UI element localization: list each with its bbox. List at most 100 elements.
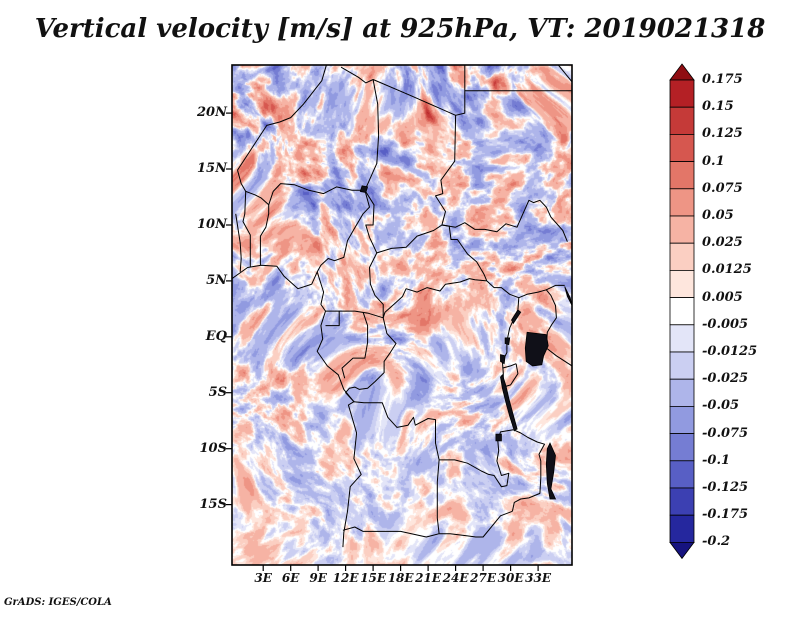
country-border — [441, 224, 488, 282]
x-axis-label: 21E — [415, 571, 442, 585]
x-axis-label: 33E — [525, 571, 551, 585]
colorbar-arrow-top — [669, 63, 695, 81]
country-border — [325, 310, 384, 319]
colorbar-segment — [669, 351, 695, 380]
colorbar — [669, 63, 695, 560]
country-border — [364, 190, 384, 318]
colorbar-label: 0.025 — [702, 235, 743, 251]
lake — [359, 185, 369, 193]
country-border — [436, 459, 440, 534]
map-area — [226, 64, 573, 571]
y-axis-label: 5S — [208, 384, 227, 400]
y-axis-label: 5N — [206, 272, 227, 288]
country-border — [364, 79, 380, 191]
colorbar-label: -0.2 — [702, 534, 731, 550]
colorbar-segment — [669, 188, 695, 217]
colorbar-label: 0.0125 — [702, 262, 752, 278]
x-axis-label: 3E — [254, 571, 272, 585]
colorbar-segment — [669, 215, 695, 244]
y-axis-label: 15N — [197, 161, 227, 177]
lake — [500, 354, 506, 365]
colorbar-segment — [669, 324, 695, 353]
country-border — [345, 317, 397, 403]
colorbar-segment — [669, 269, 695, 298]
country-border — [316, 190, 370, 273]
y-axis-label: 20N — [197, 105, 227, 121]
y-axis-label: EQ — [205, 328, 227, 344]
x-axis-label: 15E — [360, 571, 387, 585]
colorbar-segment — [669, 487, 695, 516]
x-axis-label: 6E — [281, 571, 300, 585]
country-border — [382, 278, 487, 318]
country-border — [439, 510, 513, 538]
country-border — [546, 284, 565, 291]
country-border — [235, 213, 242, 272]
country-border — [502, 363, 517, 369]
colorbar-label: -0.05 — [702, 398, 740, 414]
y-axis-label: 10N — [197, 216, 227, 232]
country-border — [376, 224, 443, 254]
country-border — [341, 312, 369, 379]
x-axis-label: 18E — [387, 571, 414, 585]
lake — [511, 309, 522, 325]
country-border — [518, 289, 572, 367]
lake — [504, 337, 511, 346]
colorbar-segment — [669, 106, 695, 135]
colorbar-label: -0.125 — [702, 480, 749, 495]
country-border — [557, 65, 572, 83]
country-border — [237, 169, 270, 206]
x-axis-label: 30E — [497, 571, 524, 585]
country-border — [232, 264, 362, 548]
country-border — [439, 429, 514, 488]
y-axis-label: 15S — [199, 496, 227, 512]
y-axis-label: 10S — [199, 440, 227, 456]
x-axis-label: 12E — [332, 571, 359, 585]
colorbar-segment — [669, 378, 695, 407]
chart-title: Vertical velocity [m/s] at 925hPa, VT: 2… — [34, 14, 766, 44]
colorbar-label: -0.175 — [702, 507, 749, 523]
colorbar-label: 0.005 — [702, 289, 743, 305]
colorbar-segment — [669, 134, 695, 163]
colorbar-label: -0.0125 — [702, 344, 758, 359]
lake — [564, 286, 572, 306]
colorbar-label: 0.15 — [702, 99, 734, 115]
country-border — [259, 204, 270, 266]
colorbar-label: 0.05 — [702, 208, 734, 223]
country-border — [342, 526, 440, 538]
colorbar-label: -0.075 — [702, 425, 749, 441]
country-border — [268, 183, 365, 205]
colorbar-segment — [669, 297, 695, 326]
colorbar-label: -0.025 — [702, 371, 749, 387]
map-borders-overlay — [226, 64, 573, 571]
colorbar-segment — [669, 460, 695, 489]
colorbar-label: -0.005 — [702, 316, 749, 332]
colorbar-segment — [669, 405, 695, 434]
country-border — [441, 199, 568, 242]
colorbar-label: 0.125 — [702, 126, 743, 142]
colorbar-segment — [669, 433, 695, 462]
colorbar-segment — [669, 242, 695, 271]
colorbar-label: -0.1 — [702, 452, 731, 468]
lake — [500, 373, 518, 432]
country-border — [340, 66, 457, 226]
country-border — [242, 191, 251, 268]
x-axis-label: 24E — [442, 571, 469, 585]
colorbar-label: 0.175 — [702, 72, 743, 87]
country-border — [325, 311, 340, 327]
colorbar-label: 0.1 — [702, 153, 725, 169]
colorbar-segment — [669, 79, 695, 108]
colorbar-label: 0.075 — [702, 180, 743, 196]
map-frame — [231, 64, 573, 566]
lake — [545, 442, 557, 500]
country-border — [353, 401, 440, 461]
x-axis-label: 27E — [470, 571, 497, 585]
x-axis-label: 9E — [309, 571, 327, 585]
colorbar-segment — [669, 514, 695, 543]
country-border — [511, 429, 545, 512]
colorbar-arrow-bottom — [669, 541, 695, 560]
country-border — [237, 65, 327, 171]
country-border — [503, 363, 519, 388]
country-border — [455, 65, 466, 116]
lake — [524, 331, 549, 367]
